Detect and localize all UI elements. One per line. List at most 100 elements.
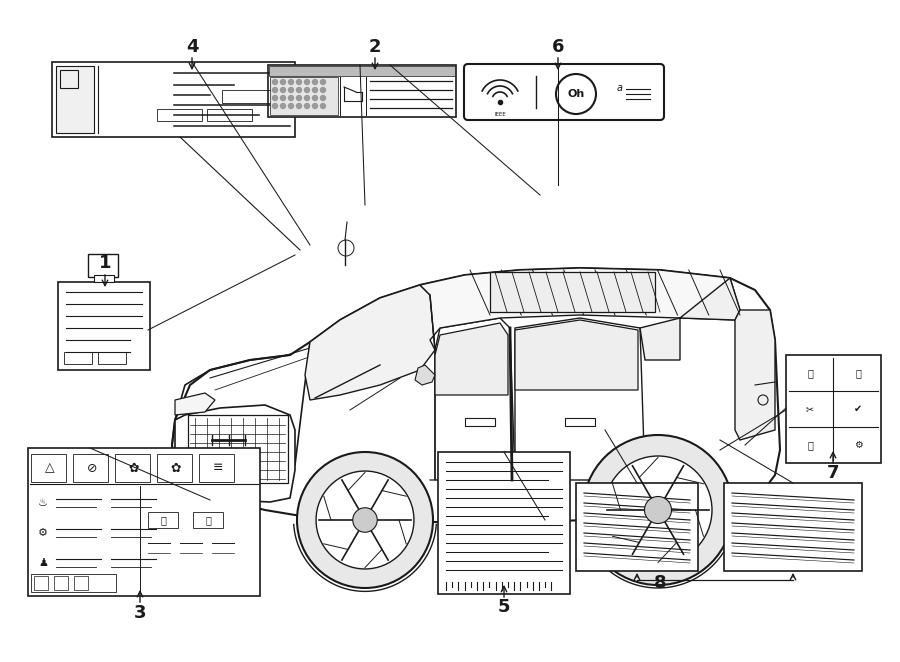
Text: 1: 1	[99, 254, 112, 272]
Text: ✂: ✂	[806, 404, 814, 414]
Circle shape	[296, 87, 302, 93]
Text: 🚗: 🚗	[205, 515, 211, 525]
Text: 💿: 💿	[807, 368, 813, 378]
Circle shape	[273, 79, 277, 85]
Polygon shape	[640, 278, 740, 360]
Circle shape	[304, 87, 310, 93]
Text: △: △	[45, 461, 55, 475]
Circle shape	[644, 496, 671, 524]
Bar	[34, 576, 48, 590]
Circle shape	[304, 103, 310, 109]
Circle shape	[273, 103, 277, 109]
Circle shape	[296, 103, 302, 109]
Circle shape	[273, 87, 277, 93]
Text: Oh: Oh	[567, 89, 585, 99]
Text: 📖: 📖	[855, 368, 861, 378]
Circle shape	[297, 452, 433, 588]
Text: 3: 3	[134, 604, 146, 622]
Circle shape	[273, 95, 277, 101]
Bar	[269, 66, 455, 76]
Polygon shape	[435, 323, 508, 395]
Circle shape	[289, 87, 293, 93]
Text: ⚙: ⚙	[38, 528, 48, 538]
Circle shape	[304, 79, 310, 85]
Circle shape	[281, 79, 285, 85]
Text: ♟: ♟	[38, 558, 48, 568]
Text: 2: 2	[369, 38, 382, 56]
Circle shape	[281, 87, 285, 93]
Bar	[157, 109, 202, 121]
Bar	[193, 512, 223, 528]
Bar	[98, 352, 126, 364]
Bar	[28, 448, 260, 596]
Circle shape	[289, 95, 293, 101]
Circle shape	[320, 95, 326, 101]
Text: ⬛: ⬛	[807, 440, 813, 450]
Text: a: a	[617, 83, 623, 93]
Bar	[565, 418, 595, 426]
Circle shape	[312, 79, 318, 85]
Text: ✿: ✿	[129, 461, 140, 475]
Circle shape	[353, 508, 377, 532]
Polygon shape	[435, 318, 515, 480]
Bar	[786, 355, 881, 463]
Text: 7: 7	[827, 464, 839, 482]
Text: ✔: ✔	[854, 404, 862, 414]
Bar	[54, 576, 68, 590]
Circle shape	[289, 103, 293, 109]
Bar	[490, 272, 655, 312]
Bar	[52, 62, 295, 137]
Circle shape	[312, 87, 318, 93]
Polygon shape	[735, 310, 775, 440]
Polygon shape	[172, 268, 780, 522]
Bar	[94, 275, 114, 282]
Text: ⚙: ⚙	[853, 440, 862, 450]
Bar	[270, 77, 338, 115]
Bar	[73, 454, 108, 482]
Polygon shape	[420, 268, 740, 350]
Polygon shape	[515, 320, 638, 390]
Bar	[222, 90, 277, 103]
Text: 🚙: 🚙	[160, 515, 166, 525]
Bar	[268, 65, 456, 117]
Bar	[148, 512, 178, 528]
Bar	[31, 574, 116, 592]
Circle shape	[583, 435, 733, 585]
Bar	[199, 454, 234, 482]
Circle shape	[296, 95, 302, 101]
Circle shape	[304, 95, 310, 101]
Bar	[207, 109, 252, 121]
Circle shape	[289, 79, 293, 85]
Circle shape	[316, 471, 414, 569]
Bar	[157, 454, 192, 482]
Bar	[58, 282, 150, 370]
Circle shape	[281, 103, 285, 109]
Bar	[31, 454, 66, 482]
Circle shape	[312, 95, 318, 101]
Circle shape	[604, 456, 712, 564]
Text: ♨: ♨	[38, 498, 48, 508]
Text: ≡: ≡	[212, 461, 223, 475]
Bar	[115, 454, 150, 482]
Bar	[188, 415, 288, 483]
Circle shape	[218, 482, 242, 506]
Text: IEEE: IEEE	[494, 111, 506, 117]
Bar	[74, 576, 88, 590]
Text: 4: 4	[185, 38, 198, 56]
Bar	[60, 70, 78, 88]
Bar	[465, 418, 495, 426]
Polygon shape	[515, 318, 645, 480]
Circle shape	[281, 95, 285, 101]
Circle shape	[320, 79, 326, 85]
Text: ⊘: ⊘	[86, 461, 97, 475]
Bar	[576, 483, 698, 571]
Text: ✿: ✿	[171, 461, 181, 475]
Polygon shape	[305, 285, 435, 400]
Circle shape	[312, 103, 318, 109]
Bar	[64, 352, 92, 364]
Circle shape	[320, 87, 326, 93]
Text: 8: 8	[653, 574, 666, 592]
Polygon shape	[415, 365, 435, 385]
Bar	[56, 66, 94, 133]
Bar	[724, 483, 862, 571]
